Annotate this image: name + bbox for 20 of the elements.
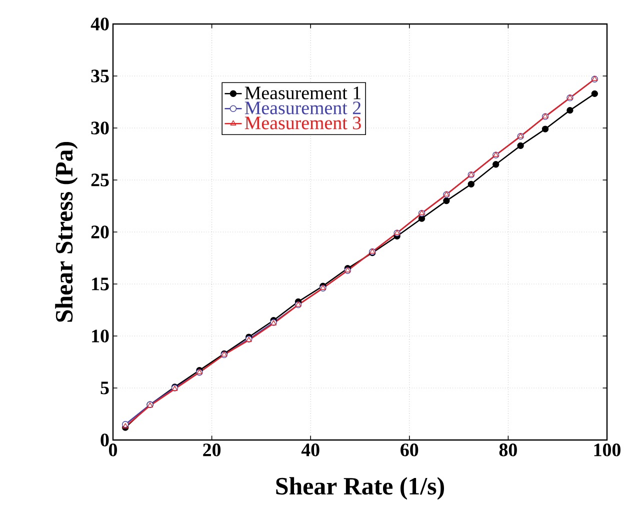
y-tick-label: 35 [91, 70, 109, 82]
x-tick-label: 100 [594, 444, 620, 456]
legend-label: Measurement 3 [244, 116, 361, 130]
y-tick-label: 20 [91, 226, 109, 238]
y-tick-label: 25 [91, 174, 109, 186]
y-axis-title: Shear Stress (Pa) [55, 142, 78, 322]
x-tick-label: 0 [108, 444, 117, 456]
legend-label: Measurement 1 [244, 86, 360, 100]
y-tick-label: 30 [91, 122, 109, 134]
y-tick-label: 5 [100, 382, 109, 394]
y-tick-label: 0 [100, 434, 109, 446]
x-axis-title: Shear Rate (1/s) [276, 477, 444, 500]
x-tick-label: 20 [203, 444, 221, 456]
y-tick-label: 40 [90, 18, 109, 30]
x-tick-label: 40 [301, 444, 320, 456]
legend-label: Measurement 2 [244, 102, 361, 114]
x-tick-label: 60 [400, 444, 418, 456]
x-tick-label: 80 [499, 444, 517, 456]
y-tick-label: 10 [92, 330, 109, 342]
y-tick-label: 15 [92, 278, 109, 290]
